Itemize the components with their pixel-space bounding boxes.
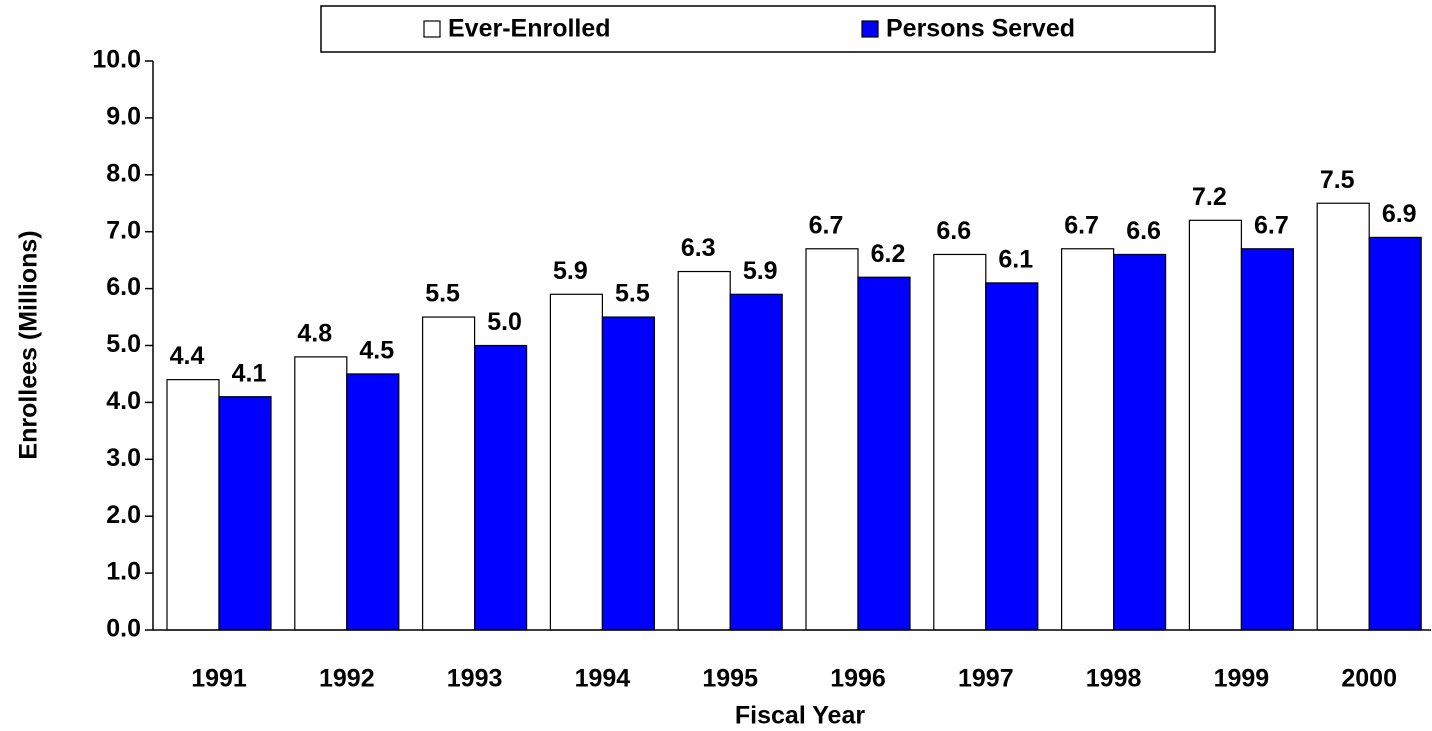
y-tick-label: 9.0 — [106, 103, 141, 131]
bar — [985, 282, 1039, 631]
legend-swatch — [861, 20, 879, 38]
x-tick-label: 1998 — [1086, 665, 1142, 693]
x-tick-label: 1992 — [319, 665, 375, 693]
bar — [1060, 248, 1115, 631]
data-label: 6.7 — [1064, 211, 1099, 239]
bar — [1112, 253, 1167, 631]
data-label: 4.8 — [297, 319, 332, 347]
legend-label: Ever-Enrolled — [448, 15, 611, 43]
bar — [1240, 248, 1295, 631]
bar — [166, 379, 220, 631]
data-label: 6.2 — [871, 240, 906, 268]
bar — [549, 293, 604, 631]
x-tick-label: 1993 — [447, 665, 503, 693]
y-tick-label: 10.0 — [92, 46, 141, 74]
bar — [1188, 219, 1243, 631]
bar — [933, 253, 987, 631]
y-tick-label: 5.0 — [106, 330, 141, 358]
bar — [218, 396, 272, 631]
y-tick-label: 6.0 — [106, 273, 141, 301]
bar — [422, 316, 476, 631]
legend-label: Persons Served — [886, 15, 1075, 43]
x-tick-label: 1991 — [191, 665, 247, 693]
data-label: 6.7 — [1254, 211, 1289, 239]
data-label: 5.9 — [743, 257, 778, 285]
bar — [1316, 202, 1370, 631]
y-tick-label: 3.0 — [106, 444, 141, 472]
data-label: 7.5 — [1320, 166, 1355, 194]
y-tick-label: 1.0 — [106, 558, 141, 586]
bar — [294, 356, 348, 631]
x-tick-label: 1994 — [575, 665, 631, 693]
y-axis-label: Enrollees (Millions) — [15, 230, 43, 459]
legend-box — [320, 5, 1216, 53]
data-label: 5.9 — [553, 257, 588, 285]
data-label: 6.1 — [998, 246, 1033, 274]
bar — [346, 373, 400, 631]
y-tick-label: 7.0 — [106, 216, 141, 244]
bar — [677, 270, 731, 631]
x-tick-label: 1995 — [702, 665, 758, 693]
data-label: 4.5 — [359, 337, 394, 365]
data-label: 6.6 — [1126, 217, 1161, 245]
legend-swatch — [423, 20, 441, 38]
data-label: 6.6 — [936, 217, 971, 245]
bar — [857, 276, 911, 631]
data-label: 6.9 — [1382, 200, 1417, 228]
bar — [601, 316, 656, 631]
x-axis-label: Fiscal Year — [735, 702, 865, 730]
bar — [474, 344, 528, 631]
y-tick-label: 8.0 — [106, 159, 141, 187]
data-label: 7.2 — [1192, 183, 1227, 211]
data-label: 6.7 — [809, 211, 844, 239]
x-tick-label: 2000 — [1341, 665, 1397, 693]
data-label: 4.4 — [170, 342, 205, 370]
data-label: 5.5 — [615, 280, 650, 308]
data-label: 5.0 — [487, 308, 522, 336]
bar — [805, 248, 859, 631]
data-label: 5.5 — [425, 280, 460, 308]
x-tick-label: 1997 — [958, 665, 1014, 693]
y-tick-label: 0.0 — [106, 615, 141, 643]
y-tick-label: 2.0 — [106, 501, 141, 529]
data-label: 4.1 — [232, 359, 267, 387]
bar — [729, 293, 783, 631]
data-label: 6.3 — [681, 234, 716, 262]
bar — [1368, 236, 1422, 631]
x-tick-label: 1999 — [1214, 665, 1270, 693]
x-tick-label: 1996 — [830, 665, 886, 693]
y-tick-label: 4.0 — [106, 387, 141, 415]
